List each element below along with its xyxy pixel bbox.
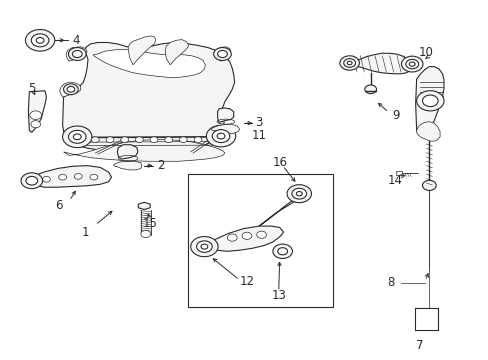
Polygon shape xyxy=(215,47,230,61)
Circle shape xyxy=(141,230,150,238)
Circle shape xyxy=(213,48,231,60)
Circle shape xyxy=(422,95,437,107)
Text: 10: 10 xyxy=(418,46,433,59)
Circle shape xyxy=(106,137,114,143)
Circle shape xyxy=(286,185,311,203)
Text: 2: 2 xyxy=(157,159,165,172)
Circle shape xyxy=(190,237,218,257)
Bar xyxy=(395,171,401,175)
Circle shape xyxy=(416,91,443,111)
Polygon shape xyxy=(66,47,87,61)
Circle shape xyxy=(227,234,237,241)
Circle shape xyxy=(296,192,302,196)
Circle shape xyxy=(135,137,143,143)
Text: 12: 12 xyxy=(239,275,254,288)
Circle shape xyxy=(405,59,418,69)
Circle shape xyxy=(121,137,128,143)
Text: 5: 5 xyxy=(28,82,36,95)
Circle shape xyxy=(217,50,227,58)
Text: 8: 8 xyxy=(386,276,394,289)
Text: 6: 6 xyxy=(55,199,62,212)
Text: 3: 3 xyxy=(255,116,263,129)
Text: 14: 14 xyxy=(387,174,402,186)
Polygon shape xyxy=(259,194,300,226)
Circle shape xyxy=(242,232,251,239)
Circle shape xyxy=(90,174,98,180)
Text: 16: 16 xyxy=(272,156,286,169)
Circle shape xyxy=(36,37,44,43)
Text: 15: 15 xyxy=(142,217,157,230)
Circle shape xyxy=(364,85,376,94)
Circle shape xyxy=(63,84,78,95)
Circle shape xyxy=(91,137,99,143)
Circle shape xyxy=(31,34,49,47)
Polygon shape xyxy=(203,226,283,251)
Circle shape xyxy=(179,137,187,143)
Circle shape xyxy=(217,133,224,139)
Polygon shape xyxy=(117,145,138,159)
Circle shape xyxy=(256,231,266,238)
Circle shape xyxy=(164,137,172,143)
Circle shape xyxy=(206,125,235,147)
Circle shape xyxy=(72,50,82,58)
Circle shape xyxy=(31,121,41,128)
Polygon shape xyxy=(62,42,234,159)
Polygon shape xyxy=(165,40,188,65)
Circle shape xyxy=(68,48,86,60)
Circle shape xyxy=(21,173,42,189)
Circle shape xyxy=(25,30,55,51)
Circle shape xyxy=(30,111,41,120)
Polygon shape xyxy=(60,82,81,97)
Text: 1: 1 xyxy=(81,226,89,239)
Polygon shape xyxy=(28,91,46,132)
Circle shape xyxy=(291,188,306,199)
Text: 9: 9 xyxy=(391,109,399,122)
Polygon shape xyxy=(416,122,439,141)
Text: 11: 11 xyxy=(251,129,266,141)
Text: 13: 13 xyxy=(271,289,285,302)
Polygon shape xyxy=(25,166,111,187)
Circle shape xyxy=(196,241,212,252)
Circle shape xyxy=(346,61,351,65)
Circle shape xyxy=(42,176,50,182)
Circle shape xyxy=(67,86,75,92)
Polygon shape xyxy=(217,108,233,122)
Circle shape xyxy=(408,62,414,66)
Polygon shape xyxy=(113,161,142,170)
Circle shape xyxy=(201,244,207,249)
Polygon shape xyxy=(138,202,150,210)
Circle shape xyxy=(212,130,229,143)
Polygon shape xyxy=(128,36,155,65)
Polygon shape xyxy=(211,124,239,134)
Circle shape xyxy=(73,134,81,140)
Circle shape xyxy=(68,130,86,143)
Polygon shape xyxy=(415,67,443,135)
Circle shape xyxy=(401,56,422,72)
Circle shape xyxy=(150,137,158,143)
Bar xyxy=(188,174,332,307)
Polygon shape xyxy=(63,140,224,161)
Circle shape xyxy=(74,174,82,179)
Text: 4: 4 xyxy=(72,34,80,47)
Circle shape xyxy=(272,244,292,258)
Circle shape xyxy=(62,126,92,148)
Circle shape xyxy=(339,56,359,70)
Circle shape xyxy=(26,176,38,185)
Circle shape xyxy=(277,248,287,255)
Circle shape xyxy=(194,137,202,143)
Circle shape xyxy=(422,180,435,190)
Circle shape xyxy=(343,59,355,67)
Polygon shape xyxy=(93,50,205,77)
Polygon shape xyxy=(349,53,411,74)
Text: 7: 7 xyxy=(415,339,423,352)
Circle shape xyxy=(59,174,66,180)
